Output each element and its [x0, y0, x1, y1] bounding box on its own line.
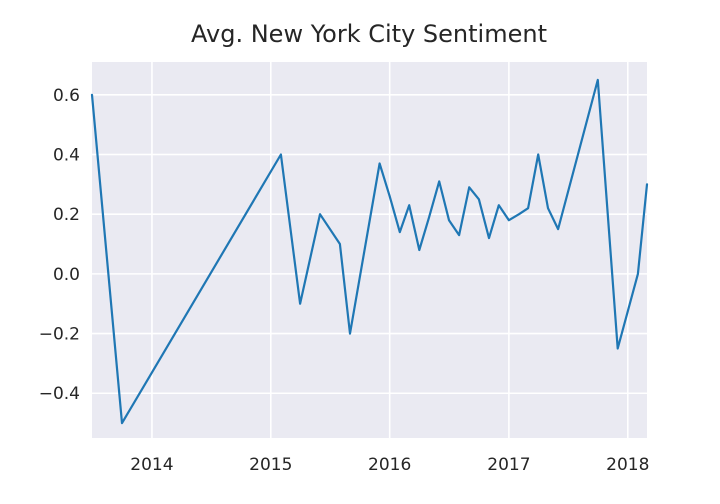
series-layer — [90, 78, 649, 425]
plot-area — [92, 62, 647, 438]
series-line — [90, 78, 649, 425]
y-axis: −0.4 −0.2 0.0 0.2 0.4 0.6 — [39, 86, 80, 404]
x-axis: 2014 2015 2016 2017 2018 — [130, 455, 649, 475]
y-tick-label: 0.2 — [53, 205, 80, 225]
chart-title: Avg. New York City Sentiment — [191, 20, 547, 48]
x-tick-label: 2015 — [249, 455, 292, 475]
y-tick-label: −0.4 — [39, 384, 80, 404]
y-tick-label: 0.6 — [53, 86, 80, 106]
x-tick-label: 2014 — [130, 455, 173, 475]
y-tick-label: −0.2 — [39, 325, 80, 345]
y-tick-label: 0.0 — [53, 265, 80, 285]
y-tick-label: 0.4 — [53, 146, 80, 166]
x-tick-label: 2018 — [606, 455, 649, 475]
x-tick-label: 2016 — [368, 455, 411, 475]
gridlines — [92, 62, 647, 438]
x-tick-label: 2017 — [487, 455, 530, 475]
